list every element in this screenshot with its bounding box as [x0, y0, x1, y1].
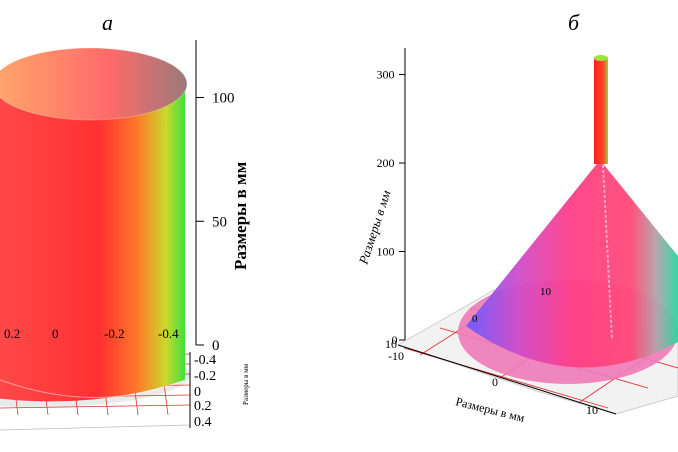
x-tick-label: 10	[586, 403, 598, 417]
y-tick-label: 50	[212, 214, 227, 230]
x-tick-label: 0	[492, 375, 498, 389]
right-tick-label: -0.4	[194, 353, 216, 368]
cone-stem-inner	[602, 164, 613, 341]
y-tick-label: 100	[212, 91, 235, 107]
front-tick-label: 0.2	[4, 326, 20, 341]
back-tick-label: 0	[472, 313, 478, 325]
z-tick-label: 200	[377, 156, 395, 170]
front-tick-label: -0.4	[158, 326, 179, 341]
z-tick-label: 300	[377, 68, 395, 82]
right-tick-label: 0.4	[194, 415, 212, 430]
cone-body	[466, 160, 678, 368]
front-tick-label: -0.2	[104, 326, 125, 341]
right-tick-label: -0.2	[194, 369, 216, 384]
base-axis-label: Размеры в мм	[242, 363, 250, 405]
right-tick-label: 0.2	[194, 399, 212, 414]
x-tick-label: -10	[388, 349, 404, 363]
stem-top	[594, 55, 608, 61]
right-tick-label: 0	[194, 385, 201, 400]
back-tick-label: 10	[540, 286, 552, 298]
x-axis-line	[397, 344, 617, 415]
z-tick-label: 0	[392, 333, 398, 347]
z-tick-label: 100	[377, 245, 395, 259]
grid-line-h	[0, 404, 191, 409]
y-axis-label: Размеры в мм	[231, 161, 250, 270]
cylinder-body	[0, 85, 185, 402]
cylinder-top-rim	[0, 47, 188, 121]
cylinder-top	[0, 48, 187, 120]
cylinder-bottom-rim	[0, 379, 186, 398]
x-axis-label: Размеры в мм	[454, 394, 526, 425]
y-tick-label-left: 10	[385, 337, 397, 351]
panel-label: б	[568, 10, 580, 35]
front-tick-label: 0	[52, 326, 59, 341]
stem	[594, 58, 608, 164]
panel-label: а	[102, 10, 113, 35]
y-tick-label: 0	[212, 338, 220, 354]
